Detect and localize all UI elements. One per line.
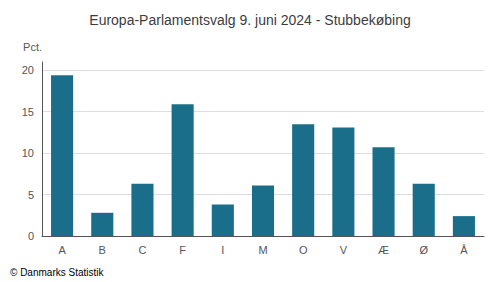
svg-text:20: 20 — [22, 64, 34, 76]
svg-text:5: 5 — [28, 189, 34, 201]
svg-text:© Danmarks Statistik: © Danmarks Statistik — [10, 267, 105, 278]
svg-text:Å: Å — [460, 244, 468, 256]
svg-text:A: A — [58, 244, 66, 256]
svg-text:Europa-Parlamentsvalg 9. juni: Europa-Parlamentsvalg 9. juni 2024 - Stu… — [89, 12, 410, 28]
svg-text:B: B — [99, 244, 106, 256]
svg-text:I: I — [221, 244, 224, 256]
svg-text:Pct.: Pct. — [23, 41, 42, 53]
svg-text:M: M — [258, 244, 267, 256]
svg-text:Ø: Ø — [419, 244, 428, 256]
svg-text:F: F — [179, 244, 186, 256]
svg-text:C: C — [138, 244, 146, 256]
svg-text:V: V — [340, 244, 348, 256]
svg-text:0: 0 — [28, 230, 34, 242]
svg-text:Æ: Æ — [378, 244, 389, 256]
svg-text:15: 15 — [22, 106, 34, 118]
svg-text:O: O — [299, 244, 308, 256]
svg-text:10: 10 — [22, 147, 34, 159]
